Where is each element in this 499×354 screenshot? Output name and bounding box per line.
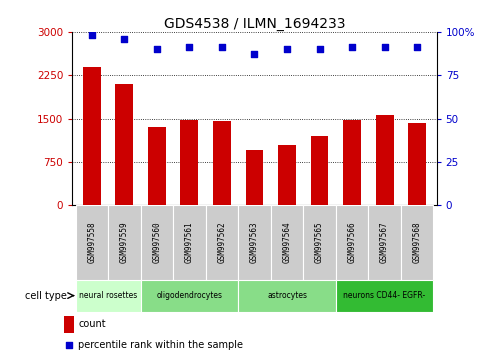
Text: GSM997562: GSM997562	[218, 222, 227, 263]
Bar	[76, 280, 141, 312]
Bar	[303, 205, 336, 280]
Text: percentile rank within the sample: percentile rank within the sample	[78, 339, 244, 350]
Point	[153, 46, 161, 52]
Bar	[141, 280, 238, 312]
Point	[120, 36, 128, 42]
Bar	[343, 120, 361, 205]
Bar	[368, 205, 401, 280]
Point	[315, 46, 323, 52]
Bar	[238, 205, 271, 280]
Bar	[83, 67, 101, 205]
Point	[381, 45, 389, 50]
Text: cell type: cell type	[25, 291, 67, 301]
Bar	[206, 205, 238, 280]
Bar	[64, 316, 74, 333]
Point	[283, 46, 291, 52]
Text: GSM997563: GSM997563	[250, 222, 259, 263]
Text: GSM997564: GSM997564	[282, 222, 291, 263]
Text: GSM997559: GSM997559	[120, 222, 129, 263]
Text: GSM997565: GSM997565	[315, 222, 324, 263]
Text: count: count	[78, 319, 106, 329]
Point	[88, 33, 96, 38]
Point	[413, 45, 421, 50]
Bar	[76, 205, 108, 280]
Bar	[310, 136, 328, 205]
Point	[218, 45, 226, 50]
Point	[250, 52, 258, 57]
Point	[186, 45, 194, 50]
Bar	[148, 127, 166, 205]
Point	[348, 45, 356, 50]
Bar	[246, 150, 263, 205]
Text: GSM997568: GSM997568	[413, 222, 422, 263]
Text: GSM997567: GSM997567	[380, 222, 389, 263]
Bar	[336, 205, 368, 280]
Bar	[108, 205, 141, 280]
Text: GSM997558: GSM997558	[87, 222, 96, 263]
Text: GSM997561: GSM997561	[185, 222, 194, 263]
Bar	[401, 205, 433, 280]
Bar	[115, 84, 133, 205]
Bar	[271, 205, 303, 280]
Bar	[408, 122, 426, 205]
Text: oligodendrocytes: oligodendrocytes	[157, 291, 223, 300]
Title: GDS4538 / ILMN_1694233: GDS4538 / ILMN_1694233	[164, 17, 345, 31]
Bar	[181, 120, 199, 205]
Bar	[141, 205, 173, 280]
Bar	[278, 144, 296, 205]
Text: neural rosettes: neural rosettes	[79, 291, 137, 300]
Bar	[238, 280, 336, 312]
Bar	[173, 205, 206, 280]
Bar	[376, 115, 394, 205]
Bar	[336, 280, 433, 312]
Text: GSM997566: GSM997566	[348, 222, 357, 263]
Point	[65, 342, 73, 348]
Text: GSM997560: GSM997560	[152, 222, 161, 263]
Bar	[213, 121, 231, 205]
Text: neurons CD44- EGFR-: neurons CD44- EGFR-	[343, 291, 426, 300]
Text: astrocytes: astrocytes	[267, 291, 307, 300]
